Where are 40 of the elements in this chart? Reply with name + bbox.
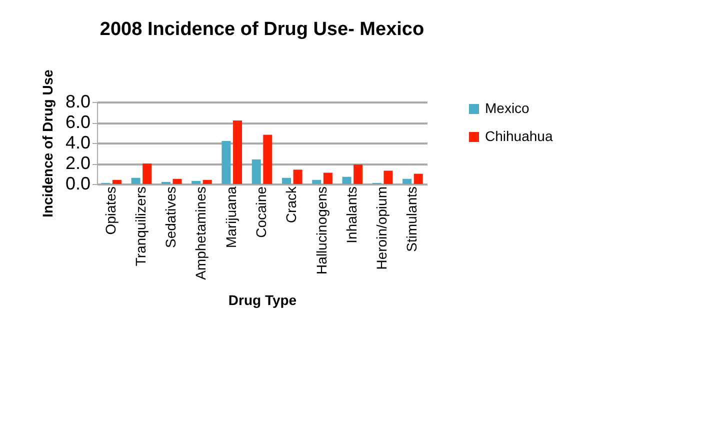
- y-axis-title: Incidence of Drug Use: [39, 69, 56, 218]
- bar: [414, 174, 423, 184]
- bar: [354, 164, 363, 184]
- y-tick-label: 2.0: [65, 153, 90, 173]
- y-tick-label: 0.0: [65, 174, 90, 194]
- bar: [222, 140, 231, 184]
- x-tick-label: Amphetamines: [192, 186, 209, 280]
- bar: [312, 180, 322, 184]
- x-tick-label: Heroin/opium: [374, 186, 390, 270]
- x-tick-label: Cocaine: [253, 186, 269, 238]
- bar: [233, 120, 242, 184]
- bar: [192, 180, 201, 184]
- bar: [112, 180, 122, 184]
- x-tick-label: Hallucinogens: [313, 186, 330, 274]
- x-tick-label: Crack: [283, 186, 300, 224]
- x-tick-label: Tranquilizers: [132, 186, 148, 266]
- bar: [172, 178, 182, 184]
- x-tick-label: Sedatives: [162, 186, 179, 248]
- bar: [131, 178, 140, 184]
- y-tick-label: 8.0: [65, 92, 90, 112]
- bar: [252, 159, 261, 184]
- bar: [282, 178, 291, 184]
- x-tick-label: Marijuana: [222, 186, 239, 248]
- bar: [142, 164, 152, 184]
- bar: [342, 176, 352, 184]
- bar: [293, 170, 302, 184]
- legend-label: Mexico: [485, 100, 530, 116]
- y-tick-label: 4.0: [65, 132, 90, 152]
- bar: [402, 178, 412, 184]
- bar: [384, 170, 393, 184]
- x-tick-label: Inhalants: [343, 186, 360, 244]
- y-tick-label: 6.0: [65, 112, 90, 132]
- x-tick-label: Opiates: [102, 186, 118, 235]
- chart-title: 2008 Incidence of Drug Use- Mexico: [100, 19, 424, 40]
- x-axis-title: Drug Type: [228, 292, 297, 308]
- x-tick-label: Stimulants: [404, 186, 420, 252]
- legend-label: Chihuahua: [485, 128, 553, 144]
- bar: [263, 134, 272, 184]
- bar: [323, 172, 332, 184]
- bar: [202, 180, 212, 184]
